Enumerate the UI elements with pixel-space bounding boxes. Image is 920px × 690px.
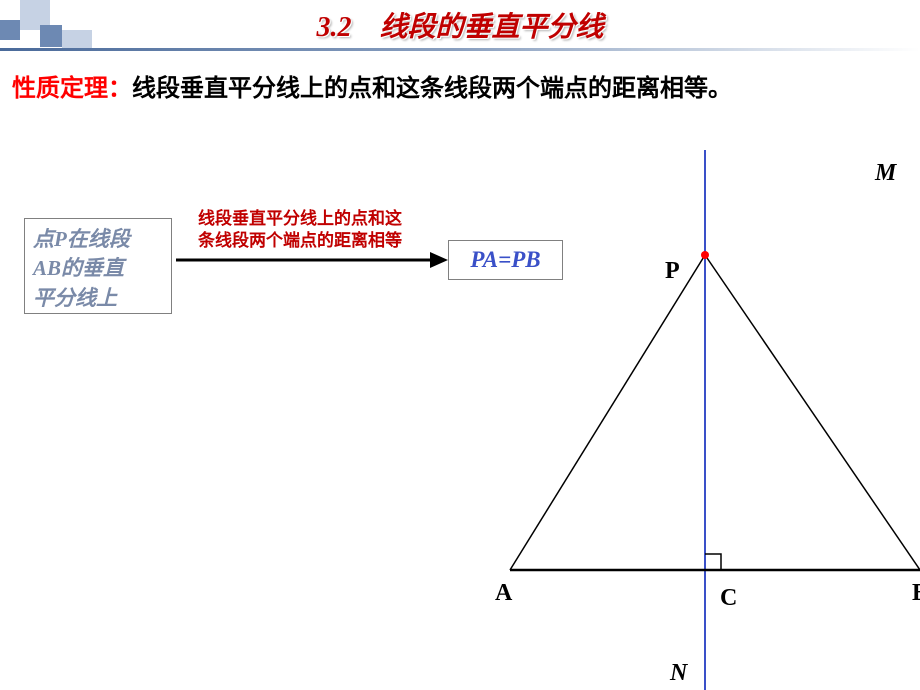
geometry-diagram <box>490 150 920 690</box>
label-C: C <box>720 585 737 612</box>
theorem-label: 性质定理： <box>12 76 132 102</box>
premise-box: 点P在线段 AB的垂直 平分线上 <box>24 218 172 314</box>
premise-line2: AB的垂直 <box>33 256 124 280</box>
premise-line3: 平分线上 <box>33 286 117 310</box>
slide-title: 3.2 线段的垂直平分线 <box>0 0 920 50</box>
theorem-statement: 性质定理：线段垂直平分线上的点和这条线段两个端点的距离相等。 <box>12 68 732 103</box>
label-P: P <box>665 258 680 285</box>
arrow-caption: 线段垂直平分线上的点和这 条线段两个端点的距离相等 <box>198 208 402 252</box>
title-underline <box>0 48 920 51</box>
section-number: 3.2 <box>316 12 351 43</box>
label-N: N <box>670 660 687 687</box>
theorem-body: 线段垂直平分线上的点和这条线段两个端点的距离相等。 <box>132 76 732 102</box>
label-B: B <box>912 580 920 607</box>
arrow-caption-line1: 线段垂直平分线上的点和这 <box>198 209 402 228</box>
label-M: M <box>875 160 896 187</box>
arrow-caption-line2: 条线段两个端点的距离相等 <box>198 231 402 250</box>
label-A: A <box>495 580 512 607</box>
title-text: 线段的垂直平分线 <box>379 12 603 43</box>
premise-line1: 点P在线段 <box>33 227 130 251</box>
